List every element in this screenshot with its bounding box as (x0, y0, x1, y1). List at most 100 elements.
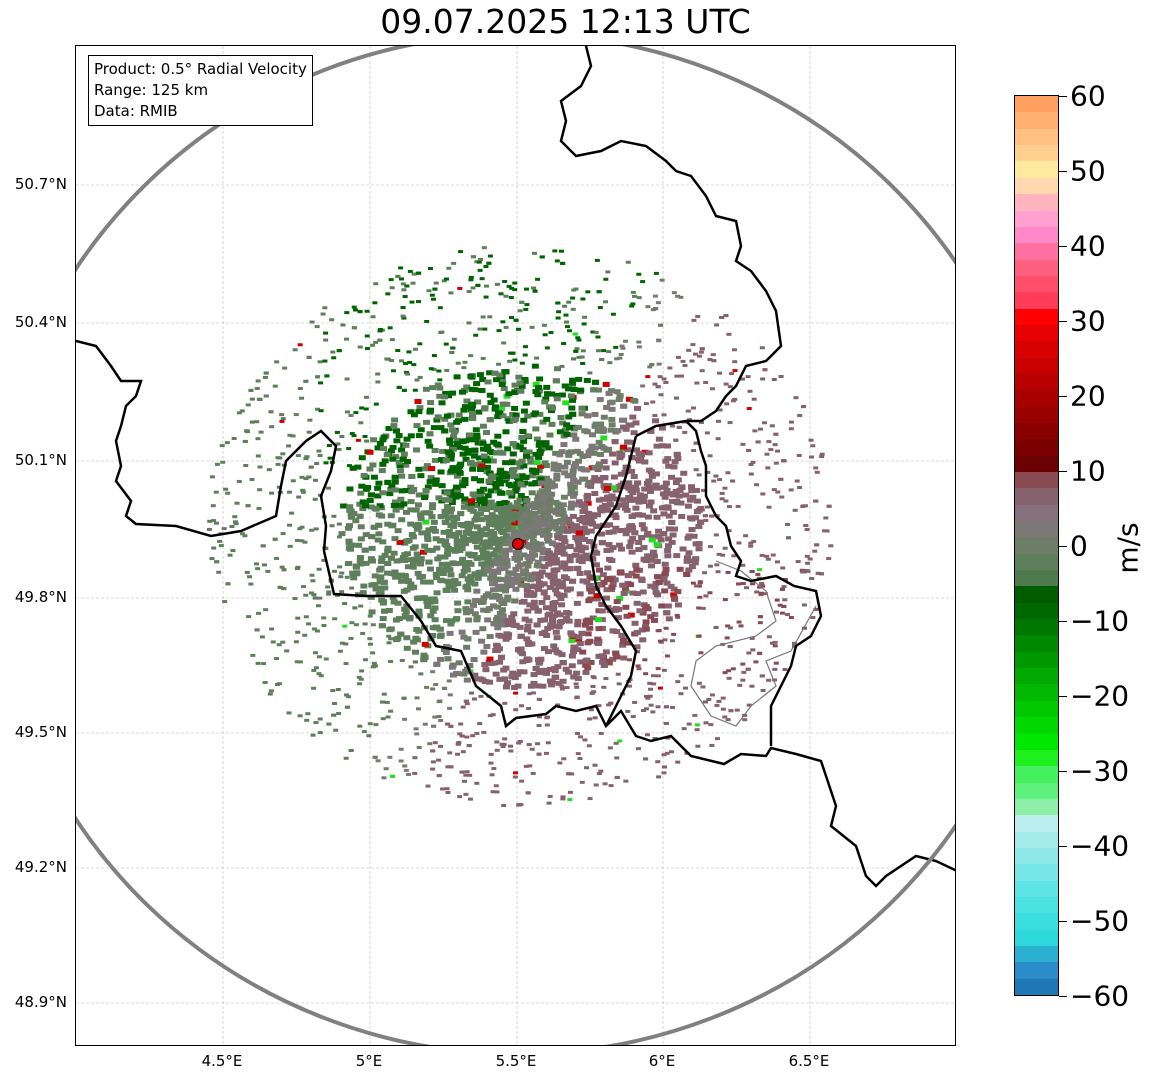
radar-echo-pixel (722, 486, 728, 490)
radar-echo-pixel (694, 723, 700, 727)
radar-echo-pixel (600, 414, 608, 420)
radar-echo-pixel (611, 460, 619, 466)
radar-echo-pixel (722, 598, 728, 602)
radar-echo-pixel (243, 463, 249, 467)
radar-echo-pixel (467, 407, 475, 413)
radar-echo-pixel (387, 486, 395, 492)
radar-echo-pixel (772, 640, 778, 644)
radar-echo-pixel (512, 473, 520, 479)
radar-echo-pixel (434, 414, 442, 420)
radar-echo-pixel (500, 667, 508, 673)
radar-echo-pixel (526, 502, 534, 508)
radar-echo-pixel (355, 542, 363, 548)
radar-echo-pixel (535, 742, 541, 746)
radar-echo-pixel (473, 617, 481, 623)
radar-echo-pixel (602, 465, 610, 471)
radar-echo-pixel (496, 558, 504, 564)
radar-echo-pixel (634, 650, 640, 654)
radar-echo-pixel (494, 414, 502, 420)
radar-echo-pixel (690, 581, 696, 585)
radar-echo-pixel (265, 569, 271, 573)
radar-echo-pixel (353, 623, 359, 627)
radar-echo-pixel (559, 521, 567, 527)
radar-echo-pixel (771, 378, 777, 382)
radar-echo-pixel (491, 370, 499, 376)
radar-echo-pixel (430, 519, 438, 525)
colorbar-band (1015, 798, 1058, 816)
radar-echo-pixel (364, 347, 370, 351)
radar-echo-pixel (571, 502, 579, 508)
radar-echo-pixel (693, 441, 699, 445)
radar-echo-pixel (213, 490, 219, 494)
radar-echo-pixel (741, 670, 747, 674)
radar-echo-pixel (411, 544, 419, 550)
radar-echo-pixel (486, 679, 494, 685)
radar-echo-pixel (392, 507, 400, 513)
radar-echo-pixel (430, 670, 436, 674)
radar-echo-pixel (428, 505, 436, 511)
radar-echo-pixel (652, 589, 660, 595)
radar-echo-pixel (531, 571, 539, 577)
radar-echo-pixel (574, 732, 580, 736)
radar-echo-pixel (447, 456, 455, 462)
radar-echo-pixel (643, 707, 649, 711)
colorbar-band (1015, 749, 1058, 767)
radar-echo-pixel (683, 571, 691, 577)
radar-echo-pixel (326, 722, 332, 726)
radar-echo-pixel (402, 295, 408, 299)
radar-echo-pixel (470, 657, 478, 663)
radar-echo-pixel (675, 294, 681, 298)
radar-echo-pixel (424, 603, 432, 609)
radar-echo-pixel (688, 564, 696, 570)
radar-echo-pixel (320, 312, 326, 316)
colorbar-tick (1059, 471, 1067, 472)
radar-echo-pixel (704, 505, 710, 509)
radar-echo-pixel (463, 398, 471, 404)
radar-echo-pixel (707, 454, 713, 458)
radar-echo-pixel (758, 591, 764, 595)
radar-echo-pixel (505, 536, 513, 542)
radar-echo-pixel (321, 616, 327, 620)
radar-echo-pixel (287, 433, 293, 437)
radar-echo-pixel (317, 454, 323, 458)
radar-map[interactable] (75, 45, 956, 1046)
radar-echo-pixel (470, 734, 476, 738)
radar-echo-pixel (461, 779, 467, 783)
radar-echo-pixel (312, 596, 318, 600)
radar-echo-pixel (564, 686, 570, 690)
radar-echo-pixel (468, 401, 476, 407)
radar-echo-pixel (460, 537, 468, 543)
radar-echo-pixel (505, 622, 513, 628)
radar-echo-pixel (525, 791, 531, 795)
colorbar-band (1015, 422, 1058, 440)
radar-echo-pixel (449, 465, 457, 471)
radar-echo-pixel (529, 530, 537, 536)
radar-echo-pixel (630, 290, 636, 294)
radar-echo-pixel (290, 479, 296, 483)
radar-echo-pixel (652, 418, 660, 424)
colorbar-tick-label: 30 (1070, 304, 1106, 338)
radar-echo-pixel (569, 472, 577, 478)
radar-echo-pixel (493, 377, 501, 383)
radar-echo-pixel (453, 374, 461, 380)
radar-echo-pixel (536, 520, 544, 526)
radar-echo-pixel (661, 377, 667, 381)
radar-echo-pixel (521, 568, 529, 574)
radar-echo-pixel (557, 547, 565, 553)
radar-echo-pixel (279, 419, 285, 423)
radar-echo-pixel (478, 599, 486, 605)
radar-echo-pixel (449, 390, 457, 396)
radar-echo-pixel (823, 516, 829, 520)
radar-echo-pixel (351, 434, 357, 438)
radar-echo-pixel (244, 570, 250, 574)
radar-echo-pixel (484, 379, 492, 385)
radar-echo-pixel (269, 627, 275, 631)
radar-echo-pixel (799, 568, 805, 572)
radar-echo-pixel (484, 493, 492, 499)
radar-echo-pixel (671, 632, 677, 636)
radar-echo-pixel (407, 269, 413, 273)
radar-echo-pixel (509, 451, 517, 457)
radar-echo-pixel (500, 386, 508, 392)
radar-echo-pixel (611, 439, 619, 445)
radar-echo-pixel (773, 461, 779, 465)
